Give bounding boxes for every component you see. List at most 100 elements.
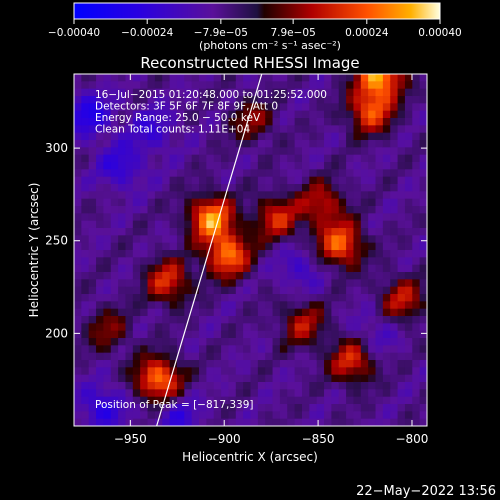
heatmap-cell bbox=[169, 374, 178, 383]
heatmap-cell bbox=[213, 140, 222, 148]
heatmap-cell bbox=[250, 301, 259, 310]
heatmap-cell bbox=[243, 411, 252, 420]
heatmap-cell bbox=[294, 110, 303, 119]
heatmap-cell bbox=[118, 352, 127, 361]
heatmap-cell bbox=[397, 418, 406, 426]
heatmap-cell bbox=[360, 132, 369, 141]
heatmap-cell bbox=[279, 81, 288, 90]
heatmap-cell bbox=[206, 316, 215, 324]
heatmap-cell bbox=[125, 411, 134, 420]
heatmap-cell bbox=[228, 235, 237, 244]
heatmap-cell bbox=[147, 345, 156, 354]
heatmap-cell bbox=[199, 382, 207, 390]
heatmap-cell bbox=[169, 191, 178, 200]
heatmap-cell bbox=[412, 396, 421, 405]
heatmap-cell bbox=[118, 279, 127, 288]
heatmap-cell bbox=[140, 220, 149, 229]
heatmap-cell bbox=[309, 132, 318, 141]
heatmap-cell bbox=[375, 140, 384, 148]
heatmap-cell bbox=[147, 132, 156, 141]
heatmap-cell bbox=[213, 257, 222, 266]
heatmap-cell bbox=[338, 81, 347, 90]
heatmap-cell bbox=[353, 118, 362, 126]
heatmap-cell bbox=[176, 250, 185, 258]
heatmap-cell bbox=[228, 220, 237, 229]
heatmap-cell bbox=[228, 250, 237, 258]
heatmap-cell bbox=[404, 213, 413, 222]
heatmap-cell bbox=[132, 242, 141, 251]
heatmap-cell bbox=[382, 235, 391, 244]
heatmap-cell bbox=[250, 396, 259, 405]
heatmap-cell bbox=[412, 118, 421, 126]
heatmap-cell bbox=[88, 213, 97, 222]
heatmap-cell bbox=[360, 162, 369, 170]
heatmap-cell bbox=[279, 264, 288, 273]
heatmap-cell bbox=[125, 418, 134, 426]
heatmap-cell bbox=[81, 389, 90, 398]
heatmap-cell bbox=[360, 250, 369, 258]
heatmap-cell bbox=[301, 213, 310, 222]
heatmap-cell bbox=[162, 132, 171, 141]
heatmap-cell bbox=[221, 88, 230, 97]
heatmap-cell bbox=[404, 176, 413, 185]
heatmap-cell bbox=[368, 103, 377, 112]
heatmap-cell bbox=[213, 301, 222, 310]
heatmap-cell bbox=[147, 323, 156, 332]
heatmap-cell bbox=[382, 389, 391, 398]
heatmap-cell bbox=[125, 206, 134, 214]
heatmap-cell bbox=[419, 213, 427, 222]
heatmap-cell bbox=[287, 228, 296, 236]
heatmap-cell bbox=[199, 250, 207, 258]
heatmap-cell bbox=[353, 198, 362, 207]
heatmap-cell bbox=[265, 301, 274, 310]
heatmap-cell bbox=[235, 250, 244, 258]
heatmap-cell bbox=[88, 352, 97, 361]
heatmap-cell bbox=[368, 110, 377, 119]
heatmap-cell bbox=[118, 184, 127, 192]
heatmap-cell bbox=[250, 162, 259, 170]
heatmap-cell bbox=[118, 330, 127, 339]
heatmap-cell bbox=[257, 118, 266, 126]
heatmap-cell bbox=[169, 316, 178, 324]
heatmap-cell bbox=[404, 154, 413, 163]
heatmap-cell bbox=[287, 367, 296, 376]
heatmap-cell bbox=[132, 110, 141, 119]
heatmap-cell bbox=[404, 242, 413, 251]
heatmap-cell bbox=[360, 418, 369, 426]
heatmap-cell bbox=[221, 382, 230, 390]
heatmap-cell bbox=[132, 213, 141, 222]
heatmap-cell bbox=[125, 272, 134, 280]
heatmap-cell bbox=[140, 191, 149, 200]
heatmap-cell bbox=[81, 154, 90, 163]
heatmap-cell bbox=[419, 323, 427, 332]
heatmap-cell bbox=[412, 125, 421, 134]
heatmap-cell bbox=[206, 257, 215, 266]
heatmap-cell bbox=[191, 345, 200, 354]
heatmap-cell bbox=[331, 286, 340, 295]
heatmap-cell bbox=[360, 235, 369, 244]
heatmap-cell bbox=[191, 308, 200, 317]
heatmap-cell bbox=[140, 154, 149, 163]
heatmap-cell bbox=[353, 235, 362, 244]
heatmap-cell bbox=[221, 404, 230, 412]
heatmap-cell bbox=[206, 96, 215, 104]
heatmap-cell bbox=[176, 184, 185, 192]
heatmap-cell bbox=[390, 169, 399, 178]
x-tick-label: −950 bbox=[114, 432, 147, 446]
heatmap-cell bbox=[110, 206, 119, 214]
heatmap-cell bbox=[324, 396, 332, 405]
heatmap-cell bbox=[81, 198, 90, 207]
heatmap-cell bbox=[176, 330, 185, 339]
heatmap-cell bbox=[184, 213, 193, 222]
heatmap-cell bbox=[419, 301, 427, 310]
heatmap-cell bbox=[331, 301, 340, 310]
heatmap-cell bbox=[169, 154, 178, 163]
heatmap-cell bbox=[375, 162, 384, 170]
heatmap-cell bbox=[88, 74, 97, 82]
heatmap-cell bbox=[191, 360, 200, 368]
heatmap-cell bbox=[272, 360, 281, 368]
heatmap-cell bbox=[228, 294, 237, 302]
heatmap-cell bbox=[316, 330, 325, 339]
heatmap-cell bbox=[243, 404, 252, 412]
heatmap-cell bbox=[206, 404, 215, 412]
